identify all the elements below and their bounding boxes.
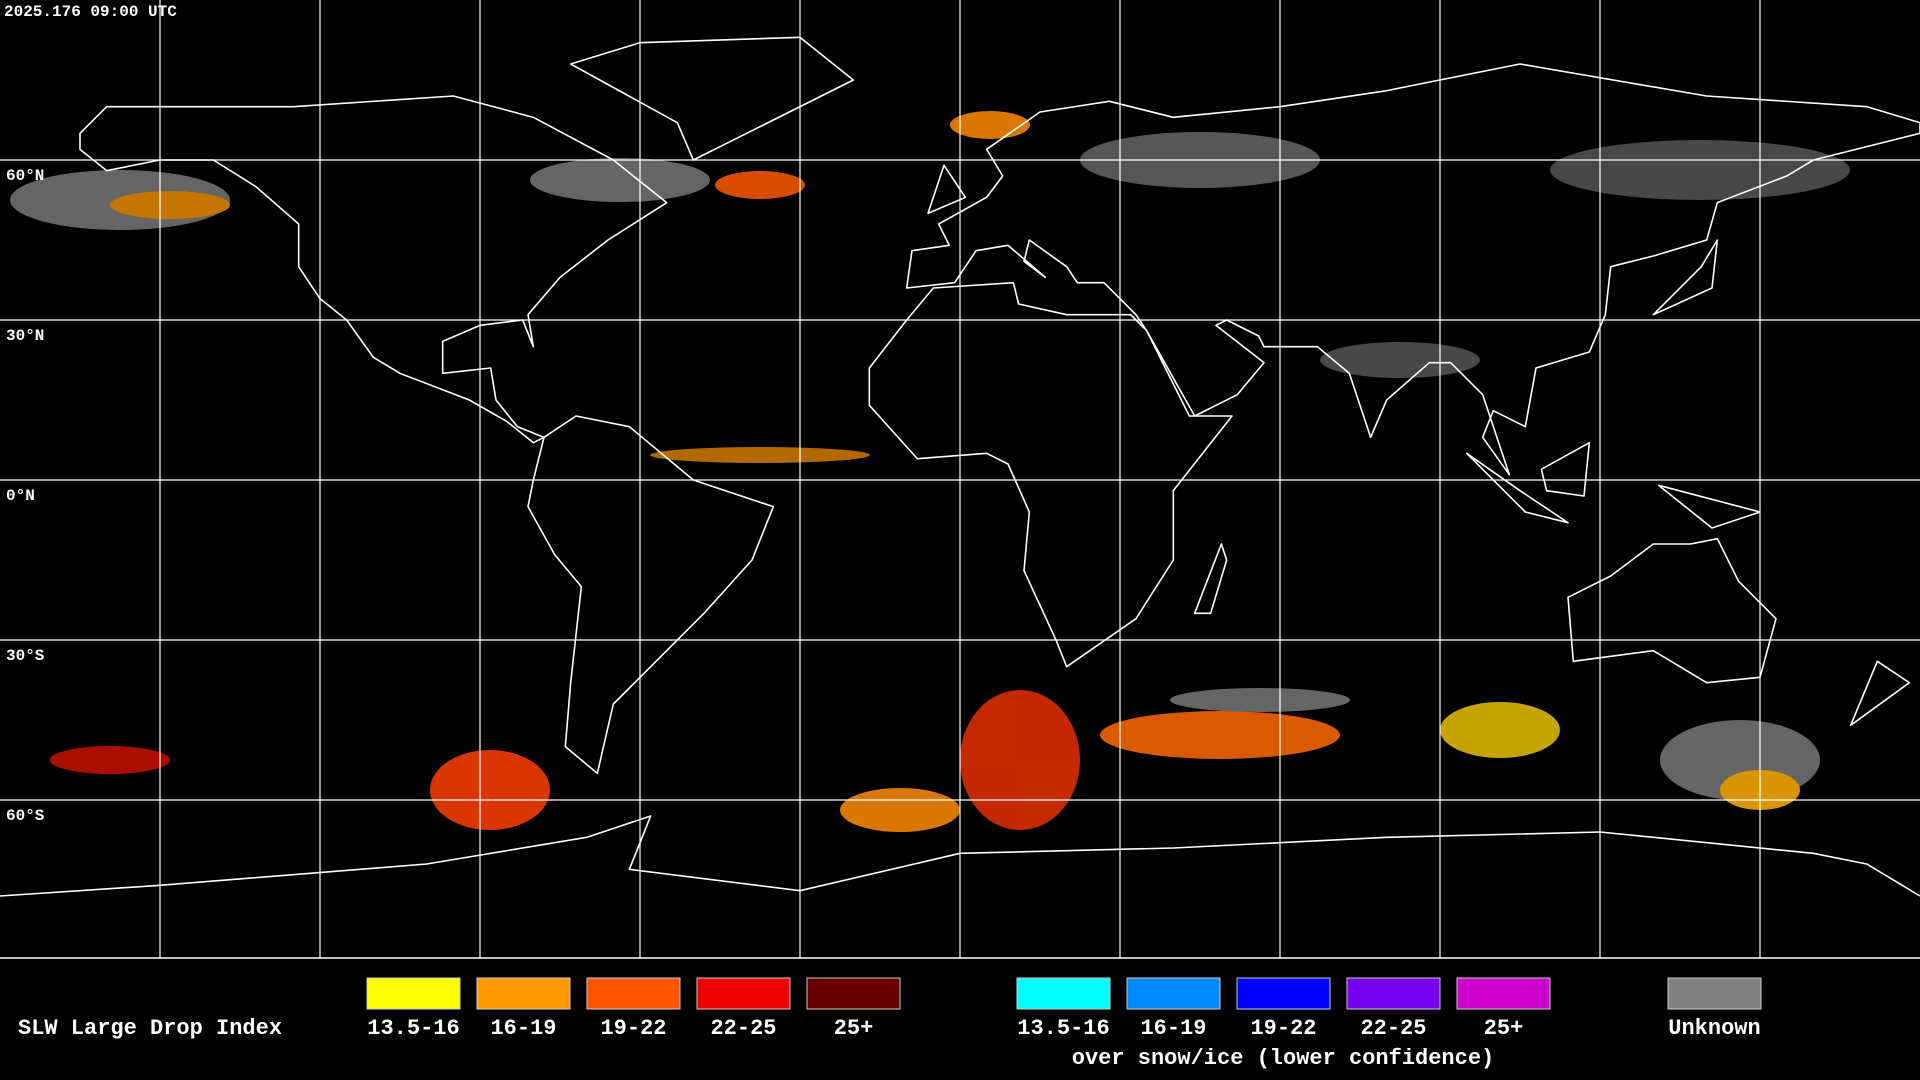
legend-label: 13.5-16 (1017, 1016, 1109, 1041)
cloud (110, 191, 230, 219)
graticule: 60°N 30°N 0°N 30°S 60°S (0, 0, 1920, 958)
legend-swatch (476, 977, 571, 1010)
cloud (650, 447, 870, 463)
legend-swatch (696, 977, 791, 1010)
legend-swatch (1236, 977, 1331, 1010)
coastline (1195, 544, 1227, 613)
legend-label: Unknown (1668, 1016, 1760, 1041)
legend-label: 22-25 (710, 1016, 776, 1041)
legend-label: 16-19 (490, 1016, 556, 1041)
legend-label: 22-25 (1360, 1016, 1426, 1041)
latitude-label: 30°S (6, 647, 45, 665)
legend-label: 13.5-16 (367, 1016, 459, 1041)
latitude-label: 0°N (6, 487, 35, 505)
cloud (715, 171, 805, 199)
cloud (950, 111, 1030, 139)
latitude-label: 60°N (6, 167, 44, 185)
legend-swatch (806, 977, 901, 1010)
legend-swatch (1346, 977, 1441, 1010)
coastlines (0, 37, 1920, 896)
cloud (50, 746, 170, 774)
legend-label: 19-22 (600, 1016, 666, 1041)
legend-swatch (1016, 977, 1111, 1010)
cloud (1550, 140, 1850, 200)
coastline (1653, 240, 1717, 315)
coastline (1467, 453, 1568, 522)
legend-swatch (366, 977, 461, 1010)
coastline (80, 96, 667, 443)
legend-swatch (1126, 977, 1221, 1010)
coastline (907, 64, 1920, 475)
cloud (1170, 688, 1350, 712)
cloud (1320, 342, 1480, 378)
coastline (0, 816, 1920, 896)
cloud (430, 750, 550, 830)
latitude-label: 60°S (6, 807, 45, 825)
latitude-label: 30°N (6, 327, 44, 345)
coastline (1851, 661, 1910, 725)
cloud (530, 158, 710, 202)
coastline (1541, 443, 1589, 496)
legend-label: 19-22 (1250, 1016, 1316, 1041)
legend: SLW Large Drop Index over snow/ice (lowe… (18, 977, 1762, 1071)
cloud (960, 690, 1080, 830)
legend-note: over snow/ice (lower confidence) (1072, 1046, 1494, 1071)
legend-swatch (1667, 977, 1762, 1010)
coastline (528, 416, 773, 773)
coastline (1659, 485, 1760, 528)
cloud (840, 788, 960, 832)
coastline (1568, 539, 1776, 683)
legend-label: 25+ (1484, 1016, 1524, 1041)
legend-title: SLW Large Drop Index (18, 1016, 282, 1041)
cloud (1440, 702, 1560, 758)
legend-label: 25+ (834, 1016, 874, 1041)
coastline (928, 165, 965, 213)
legend-swatch (586, 977, 681, 1010)
cloud-field (10, 111, 1850, 832)
cloud (1100, 711, 1340, 759)
legend-label: 16-19 (1140, 1016, 1206, 1041)
map: 60°N 30°N 0°N 30°S 60°S 2025.176 09:00 UTC (0, 0, 1920, 958)
legend-swatch (1456, 977, 1551, 1010)
coastline (869, 283, 1232, 667)
timestamp: 2025.176 09:00 UTC (4, 3, 177, 21)
